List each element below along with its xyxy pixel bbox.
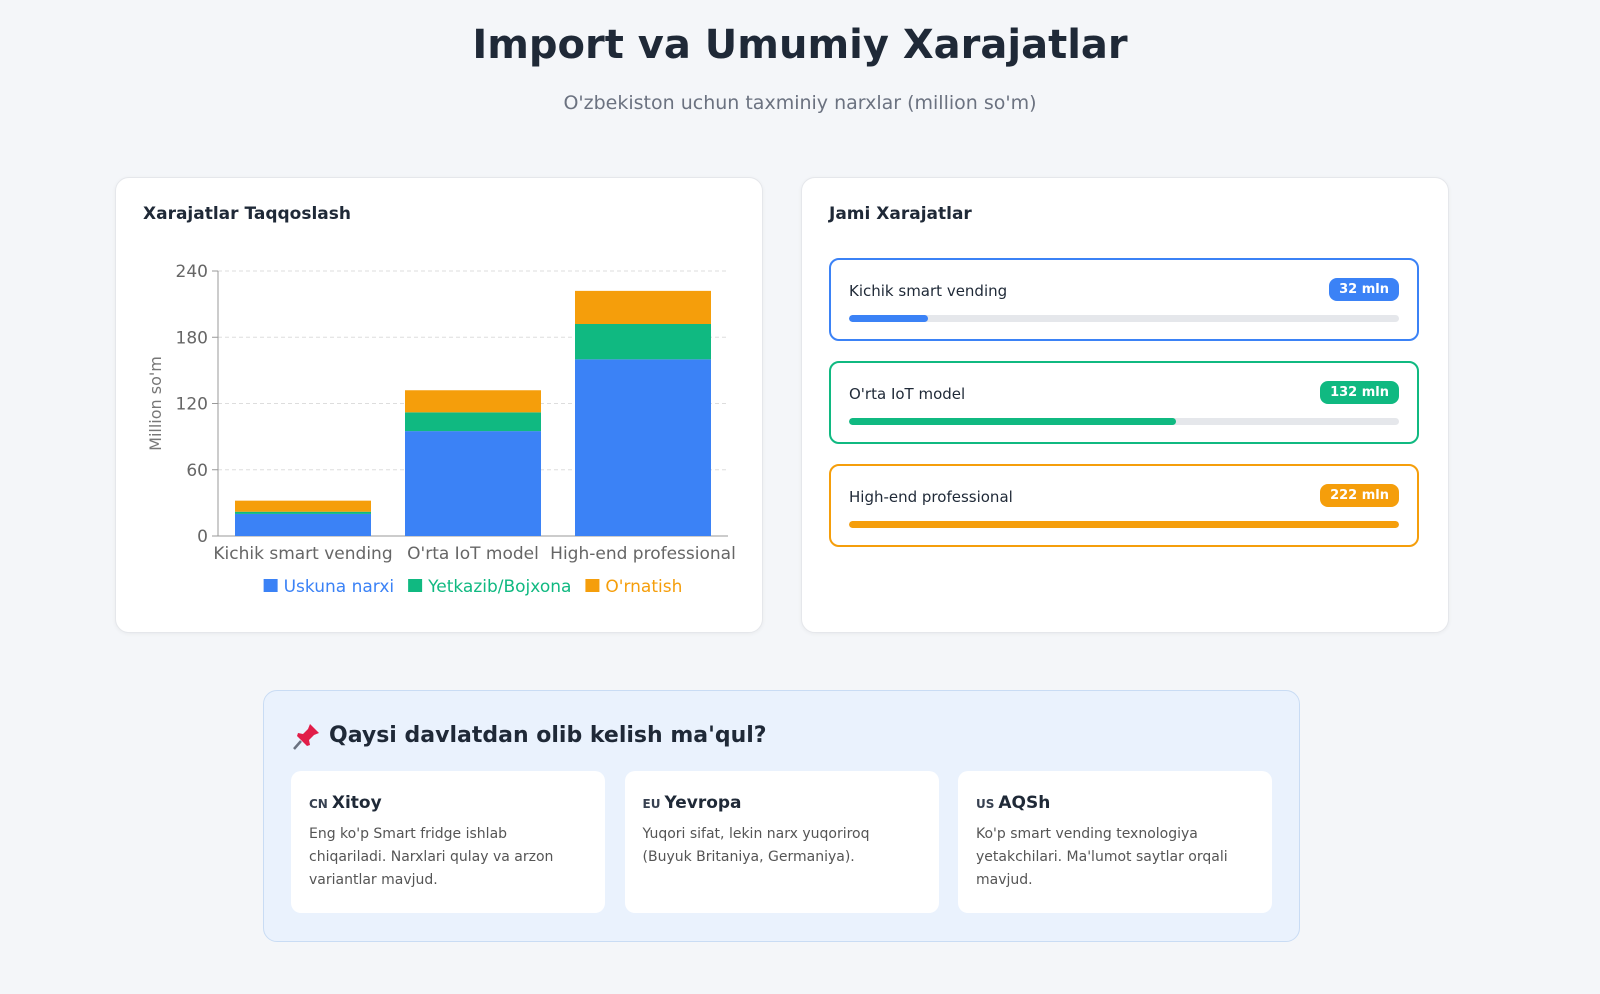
value-badge: 32 mln (1329, 278, 1399, 301)
chart-card: Xarajatlar Taqqoslash 0 60 120 180 240 Millio… (115, 177, 763, 633)
country-code: CN (309, 797, 328, 811)
bar-segment (575, 324, 711, 360)
country-content: EU Yevropa Yuqori sifat, lekin narx yuqori… (625, 771, 939, 891)
y-tick-label: 120 (176, 395, 208, 415)
country-card: EU Yevropa Yuqori sifat, lekin narx yuqori… (624, 771, 939, 913)
country-name: Yevropa (664, 793, 742, 813)
legend: Uskuna narxi Yetkazib/Bojxona O'rnatish (263, 577, 682, 597)
legend-label: O'rnatish (605, 577, 682, 597)
bar-segment (405, 390, 541, 413)
country-name: AQSh (998, 793, 1051, 813)
recommendation: Qaysi davlatdan olib kelish ma'qul? CN Xi… (263, 690, 1300, 942)
country-name: Xitoy (331, 793, 382, 813)
total-item: Kichik smart vending 32 mln (829, 258, 1419, 341)
progress-track (849, 418, 1399, 425)
bar-segment (405, 412, 541, 432)
totals-card: Jami Xarajatlar Kichik smart vending 32 m… (801, 177, 1449, 633)
progress-fill (849, 418, 1177, 425)
x-tick-label: High-end professional (550, 544, 736, 564)
y-axis-label: Million so'm (146, 356, 165, 451)
country-header: US AQSh (976, 793, 1254, 813)
bar-segment (235, 500, 371, 512)
item-name: Kichik smart vending (849, 282, 1008, 300)
subtitle: O'zbekiston uchun taxminiy narxlar (mill… (563, 92, 1037, 114)
bar-segment (575, 290, 711, 324)
y-tick-label: 60 (186, 461, 208, 481)
bar-segment (575, 359, 711, 536)
bar-segment (405, 431, 541, 536)
x-tick-label: O'rta IoT model (407, 544, 539, 564)
item-name: O'rta IoT model (849, 385, 966, 403)
country-text: Ko'p smart vending texnologiya yetakchil… (976, 826, 1228, 888)
country-header: EU Yevropa (643, 793, 921, 813)
total-item: High-end professional 222 mln (829, 464, 1419, 547)
card-title: Jami Xarajatlar (829, 204, 972, 224)
bar-segment (235, 513, 371, 536)
bar-segment (235, 511, 371, 514)
country-text: Yuqori sifat, lekin narx yuqoriroq (Buyu… (642, 826, 870, 865)
y-tick-label: 0 (197, 527, 208, 547)
country-card: CN Xitoy Eng ko'p Smart fridge ishlab chiq… (291, 771, 605, 913)
progress-fill (849, 315, 929, 322)
legend-label: Yetkazib/Bojxona (427, 577, 571, 597)
rec-title: Qaysi davlatdan olib kelish ma'qul? (329, 723, 767, 748)
legend-swatch (263, 579, 278, 592)
y-tick-label: 180 (176, 328, 208, 348)
value-badge: 132 mln (1320, 381, 1399, 404)
country-code: US (976, 797, 995, 811)
progress-track (849, 315, 1399, 322)
page-title: Import va Umumiy Xarajatlar (472, 22, 1128, 68)
progress-track (849, 521, 1399, 528)
country-code: EU (642, 797, 661, 811)
country-card: US AQSh Ko'p smart vending texnologiya yet… (958, 771, 1272, 913)
legend-label: Uskuna narxi (284, 577, 395, 597)
y-tick-label: 240 (176, 262, 208, 282)
total-item: O'rta IoT model 132 mln (829, 361, 1419, 444)
card-title: Xarajatlar Taqqoslash (143, 204, 351, 224)
item-name: High-end professional (849, 488, 1013, 506)
x-tick-label: Kichik smart vending (213, 544, 392, 564)
progress-fill (849, 521, 1399, 528)
chart: 0 60 120 180 240 Million so'm Kichik smart ven… (146, 262, 736, 597)
value-badge: 222 mln (1320, 484, 1399, 507)
pin-icon (293, 724, 319, 750)
country-text: Eng ko'p Smart fridge ishlab chiqariladi… (309, 826, 554, 888)
country-header: CN Xitoy (309, 793, 587, 813)
legend-swatch (408, 579, 423, 592)
country-content: US AQSh Ko'p smart vending texnologiya yet… (958, 771, 1272, 914)
country-content: CN Xitoy Eng ko'p Smart fridge ishlab chiq… (291, 771, 605, 914)
legend-swatch (585, 579, 600, 592)
